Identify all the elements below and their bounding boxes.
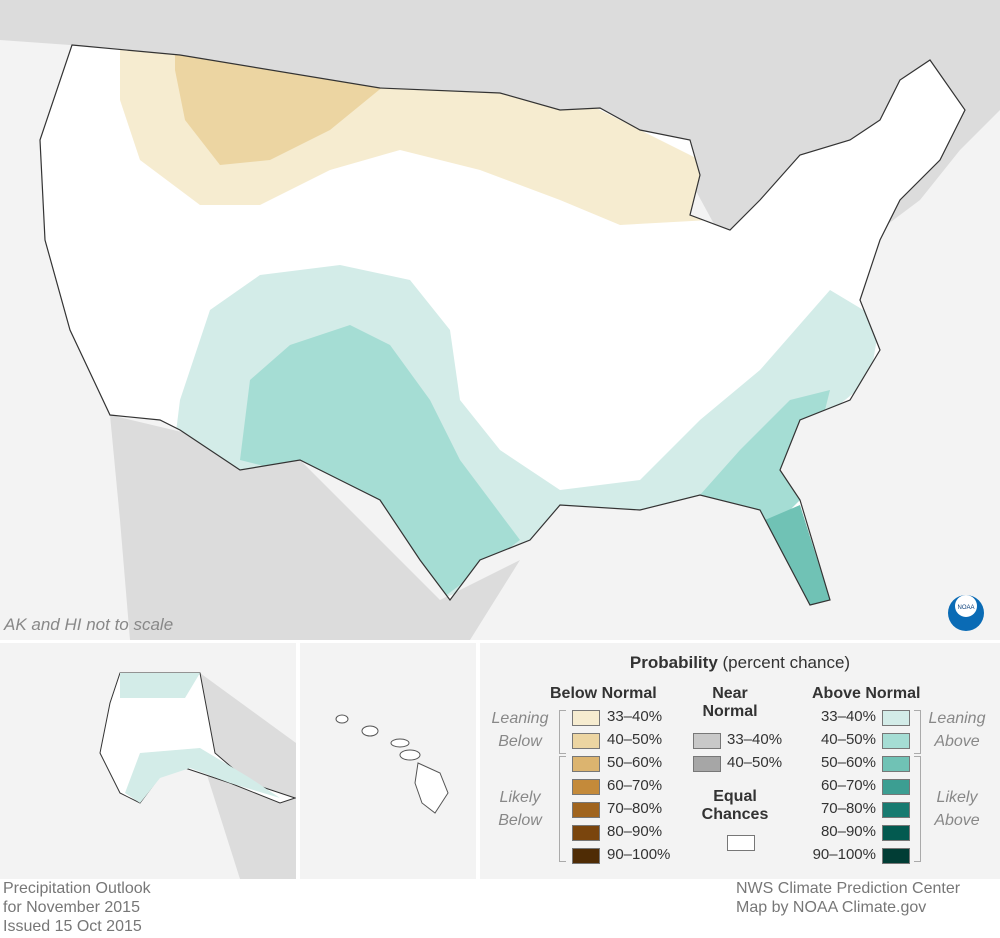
likely-below-label: Likely Below xyxy=(498,789,542,829)
below-label: 90–100% xyxy=(607,846,671,863)
above-label: 50–60% xyxy=(820,754,876,771)
near-label: 40–50% xyxy=(727,754,783,771)
footer-left: Precipitation Outlook for November 2015 Is… xyxy=(3,880,151,935)
below-swatch xyxy=(572,710,600,726)
near-swatch xyxy=(693,756,721,772)
above-swatch xyxy=(882,848,910,864)
below-label: 33–40% xyxy=(607,708,663,725)
alaska-inset xyxy=(0,643,297,879)
hawaii-inset xyxy=(300,643,476,879)
svg-text:NOAA: NOAA xyxy=(957,605,974,611)
above-normal-heading: Above Normal xyxy=(812,685,921,702)
above-label: 33–40% xyxy=(820,708,876,725)
above-label: 60–70% xyxy=(820,777,876,794)
above-swatch xyxy=(882,756,910,772)
map-note: AK and HI not to scale xyxy=(4,615,174,634)
equal-chances-swatch xyxy=(727,835,755,851)
noaa-logo: NOAA xyxy=(948,595,984,631)
leaning-above-label: Leaning Above xyxy=(928,710,986,750)
below-normal-heading: Below Normal xyxy=(550,685,657,702)
above-swatch xyxy=(882,825,910,841)
above-swatch xyxy=(882,733,910,749)
above-swatch xyxy=(882,802,910,818)
legend: Probability (percent chance) Below Norma… xyxy=(480,643,1000,879)
below-swatch xyxy=(572,825,600,841)
equal-chances-heading: Equal Chances xyxy=(701,788,769,823)
below-swatch xyxy=(572,802,600,818)
above-label: 80–90% xyxy=(820,823,876,840)
leaning-below-label: Leaning Below xyxy=(491,710,549,750)
above-label: 90–100% xyxy=(812,846,876,863)
likely-above-label: Likely Above xyxy=(934,789,980,829)
below-swatch xyxy=(572,733,600,749)
above-label: 70–80% xyxy=(820,800,876,817)
above-swatch xyxy=(882,710,910,726)
near-label: 33–40% xyxy=(727,731,783,748)
mexico-land xyxy=(110,415,520,640)
above-label: 40–50% xyxy=(820,731,876,748)
footer-right: NWS Climate Prediction Center Map by NOAA… xyxy=(736,880,961,916)
above-normal-50-60 xyxy=(765,505,830,605)
below-swatch xyxy=(572,848,600,864)
near-normal-heading: Near Normal xyxy=(702,685,758,720)
legend-title: Probability (percent chance) xyxy=(629,653,851,672)
below-label: 40–50% xyxy=(607,731,663,748)
conus-map: NOAA xyxy=(0,0,1000,640)
below-label: 50–60% xyxy=(607,754,663,771)
canada-land xyxy=(0,0,1000,250)
below-swatch xyxy=(572,756,600,772)
below-swatch xyxy=(572,779,600,795)
below-label: 80–90% xyxy=(607,823,663,840)
above-swatch xyxy=(882,779,910,795)
below-label: 70–80% xyxy=(607,800,663,817)
near-swatch xyxy=(693,733,721,749)
below-label: 60–70% xyxy=(607,777,663,794)
